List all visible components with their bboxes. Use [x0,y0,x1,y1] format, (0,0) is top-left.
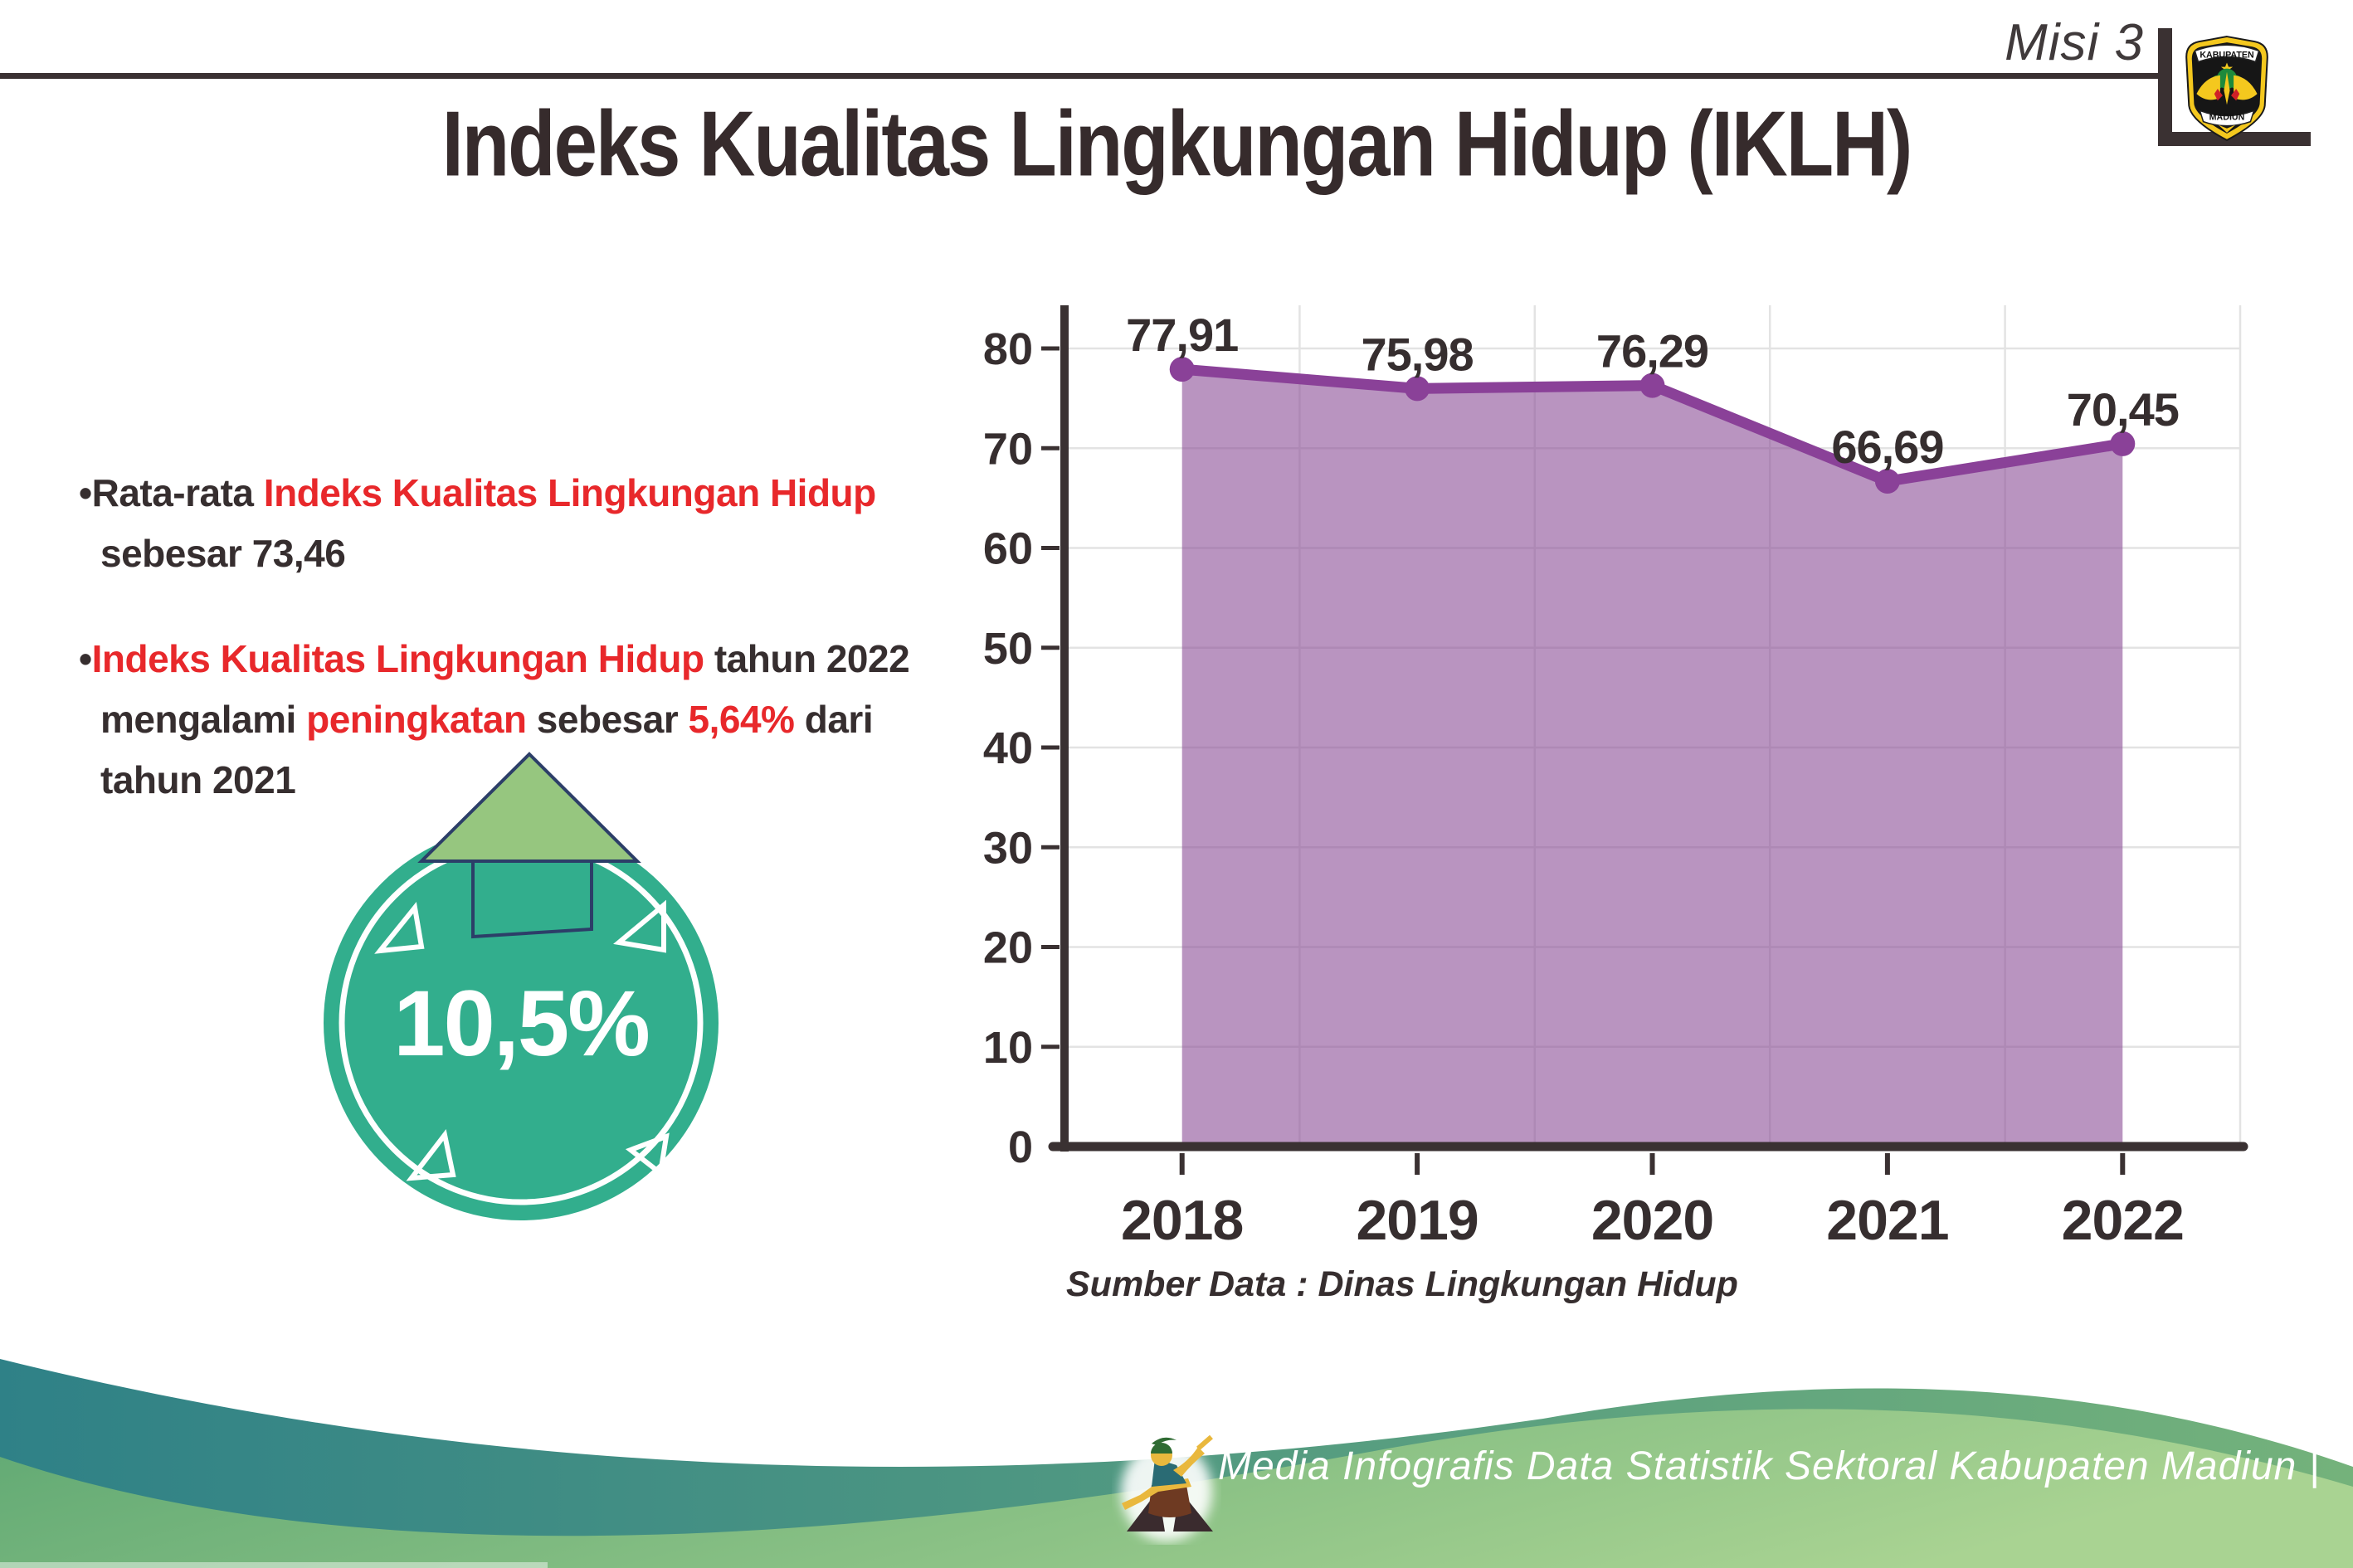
bullet-line: mengalami peningkatan sebesar 5,64% dari [100,698,874,741]
bullet-line: tahun 2021 [100,758,296,801]
chart-y-tick-label: 70 [983,424,1033,474]
page-title: Indeks Kualitas Lingkungan Hidup (IKLH) [441,92,1913,196]
increase-badge: 10,5% [324,752,719,1220]
chart-y-tick-label: 20 [983,923,1033,973]
chart-data-label: 77,91 [1126,309,1238,361]
bullet-average-iklh: •Rata-rata Indeks Kualitas Lingkungan Hi… [79,463,1033,584]
logo-bottom-text: MADIUN [2209,113,2245,123]
bullet-line: •Indeks Kualitas Lingkungan Hidup tahun … [79,637,910,680]
badge-value: 10,5% [393,971,649,1075]
sparkle-triangle-icon [613,899,666,953]
chart-data-label: 76,29 [1596,325,1708,377]
logo-top-text: KABUPATEN [2200,50,2253,60]
chart-x-tick-label: 2019 [1356,1189,1478,1252]
bullet-line: sebesar 73,46 [100,532,346,575]
sparkle-triangle-icon [374,901,425,954]
kabupaten-madiun-logo-icon: KABUPATEN MADIUN [2185,36,2268,142]
bullet-line: •Rata-rata Indeks Kualitas Lingkungan Hi… [79,471,876,514]
chart-source-note: Sumber Data : Dinas Lingkungan Hidup [1066,1264,1738,1304]
chart-data-label: 66,69 [1831,421,1943,473]
misi-label: Misi 3 [2005,14,2144,71]
footer-caption: Media Infografis Data Statistik Sektoral… [1218,1444,2321,1488]
bottom-strip [0,1562,548,1568]
chart-data-label: 75,98 [1362,328,1474,380]
chart-x-tick-label: 2020 [1591,1189,1713,1252]
chart-data-label: 70,45 [2067,383,2179,436]
iklh-area-chart: 0 10 20 30 40 50 60 70 80 2018 2019 2020 2021 2022 77,… [983,305,2248,1304]
chart-x-tick-label: 2018 [1121,1189,1243,1252]
key-points: •Rata-rata Indeks Kualitas Lingkungan Hi… [79,463,1033,811]
chart-y-tick-label: 30 [983,823,1033,873]
logo-frame-horizontal [2158,132,2311,146]
chart-y-tick-label: 0 [1008,1122,1033,1172]
chart-y-tick-label: 40 [983,723,1033,773]
chart-marker [2110,431,2136,456]
chart-x-tick-label: 2022 [2062,1189,2184,1252]
chart-x-tick-label: 2021 [1826,1189,1948,1252]
up-arrow-icon [417,752,641,939]
chart-marker [1874,469,1900,494]
sparkle-triangle-icon [406,1128,456,1181]
chart-y-tick-label: 50 [983,624,1033,674]
header-rule [0,73,2162,79]
sparkle-triangle-icon [625,1132,670,1178]
chart-y-tick-label: 80 [983,324,1033,374]
chart-y-tick-label: 60 [983,524,1033,574]
chart-marker [1639,373,1665,398]
bullet-increase-2022: •Indeks Kualitas Lingkungan Hidup tahun … [79,629,1033,811]
chart-y-tick-label: 10 [983,1023,1033,1073]
chart-marker [1405,376,1430,402]
chart-marker [1169,357,1195,382]
chart-area [1181,369,2123,1145]
dancer-mascot-icon [1121,1434,1213,1541]
logo-frame-vertical [2158,28,2172,146]
